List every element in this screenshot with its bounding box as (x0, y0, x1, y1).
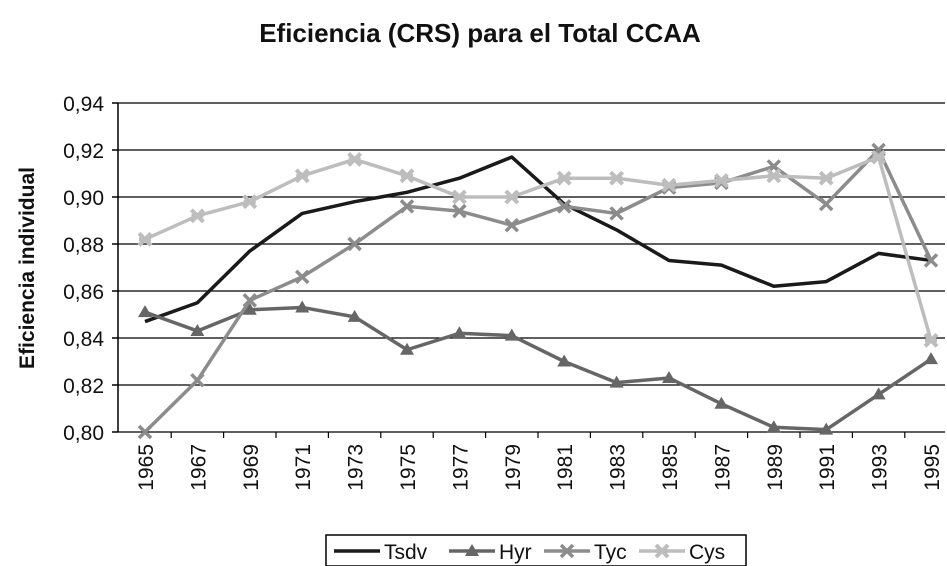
marker (294, 168, 310, 184)
marker (766, 168, 782, 184)
y-axis-label: Eficiencia individual (16, 167, 39, 369)
marker (189, 208, 205, 224)
chart-title: Eficiencia (CRS) para el Total CCAA (259, 18, 701, 48)
marker (452, 203, 467, 219)
marker (923, 332, 939, 348)
x-tick-label: 1969 (240, 444, 263, 491)
legend-label: Tyc (594, 541, 627, 564)
marker (557, 354, 572, 367)
x-tick-label: 1991 (816, 444, 839, 491)
marker (714, 396, 729, 409)
marker (242, 194, 258, 210)
marker (137, 231, 153, 247)
x-tick-label: 1979 (502, 444, 525, 491)
legend-label: Hyr (499, 541, 532, 564)
legend: Tsdv Hyr Tyc Cys (325, 534, 747, 566)
marker (662, 370, 676, 383)
x-tick-label: 1981 (554, 444, 577, 491)
x-tick-label: 1965 (135, 444, 158, 491)
x-tick-label: 1987 (711, 444, 734, 491)
y-tick-label: 0,82 (63, 375, 104, 398)
marker (819, 422, 834, 435)
x-tick-label: 1995 (921, 444, 944, 491)
marker (295, 300, 310, 313)
marker (242, 293, 258, 308)
y-tick-label: 0,88 (63, 234, 104, 257)
legend-marker (465, 544, 479, 556)
line (144, 155, 932, 324)
y-tick-label: 0,92 (63, 140, 104, 163)
marker (556, 170, 572, 186)
legend-label: Tsdv (384, 541, 428, 564)
marker (766, 420, 781, 433)
x-tick-label: 1983 (607, 444, 630, 491)
marker (504, 189, 520, 205)
x-tick-label: 1989 (764, 444, 787, 491)
marker (609, 206, 624, 221)
marker (452, 326, 467, 339)
marker (347, 236, 362, 252)
marker (242, 302, 257, 315)
marker (138, 305, 152, 318)
marker (924, 352, 938, 365)
line (143, 148, 933, 434)
marker (504, 328, 519, 341)
marker (399, 168, 415, 184)
marker (609, 375, 624, 388)
y-tick-label: 0,86 (63, 281, 104, 304)
y-tick-label: 0,94 (63, 93, 104, 116)
x-tick-label: 1985 (659, 444, 682, 491)
marker (504, 217, 520, 233)
marker (609, 170, 625, 186)
marker (347, 309, 362, 322)
line (144, 155, 933, 341)
marker (923, 253, 939, 268)
marker (190, 323, 205, 336)
x-tick-label: 1975 (397, 444, 420, 491)
y-tick-label: 0,84 (63, 328, 104, 351)
marker (399, 199, 415, 214)
marker (347, 151, 363, 167)
x-tick-label: 1971 (292, 444, 315, 491)
x-tick-label: 1977 (449, 444, 472, 491)
line (144, 305, 932, 432)
y-tick-label: 0,90 (63, 187, 104, 210)
marker (294, 269, 310, 285)
marker (556, 199, 572, 214)
marker (400, 342, 414, 355)
legend-label: Cys (689, 541, 725, 564)
marker (818, 196, 834, 212)
marker (451, 189, 467, 205)
legend-marker (654, 543, 670, 559)
x-tick-label: 1993 (869, 444, 892, 491)
marker (871, 387, 886, 400)
marker (871, 149, 887, 165)
x-tick-label: 1967 (187, 444, 210, 491)
marker (818, 170, 834, 186)
x-tick-label: 1973 (345, 444, 368, 491)
y-tick-label: 0,80 (63, 422, 104, 445)
marker (190, 373, 205, 388)
marker (713, 173, 729, 188)
legend-marker (559, 543, 575, 559)
marker (137, 424, 153, 440)
marker (661, 177, 677, 193)
